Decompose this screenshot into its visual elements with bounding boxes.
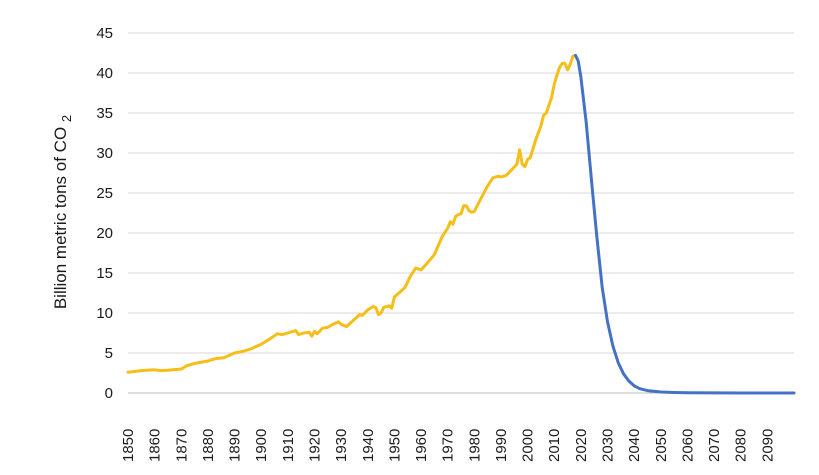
y-axis-title-subscript: 2 (59, 115, 74, 122)
x-tick-label: 1900 (253, 429, 270, 462)
y-tick-label: 25 (96, 185, 113, 202)
x-tick-label: 2000 (520, 429, 537, 462)
x-tick-label: 1880 (200, 429, 217, 462)
x-tick-label: 1870 (173, 429, 190, 462)
y-tick-label: 45 (96, 25, 113, 42)
y-tick-label: 5 (105, 345, 113, 362)
x-tick-label: 1940 (360, 429, 377, 462)
x-tick-label: 2020 (573, 429, 590, 462)
projected-emissions-line (574, 53, 796, 395)
x-tick-label: 2010 (546, 429, 563, 462)
y-axis-title-text: Billion metric tons of CO (51, 127, 70, 309)
series-lines (126, 53, 796, 395)
x-tick-label: 2060 (679, 429, 696, 462)
x-tick-label: 1860 (147, 429, 164, 462)
x-tick-label: 1970 (440, 429, 457, 462)
x-tick-label: 2080 (733, 429, 750, 462)
x-tick-label: 2070 (706, 429, 723, 462)
y-tick-label: 40 (96, 65, 113, 82)
x-tick-label: 1920 (306, 429, 323, 462)
y-tick-label: 35 (96, 105, 113, 122)
x-tick-label: 1960 (413, 429, 430, 462)
y-tick-label: 20 (96, 225, 113, 242)
x-tick-label: 1950 (386, 429, 403, 462)
y-tick-label: 30 (96, 145, 113, 162)
x-tick-label: 2030 (600, 429, 617, 462)
x-tick-label: 1890 (227, 429, 244, 462)
x-tick-label: 1850 (120, 429, 137, 462)
y-tick-label: 0 (105, 385, 113, 402)
historical-emissions-line (126, 53, 578, 374)
y-axis-tick-labels: 0 5 10 15 20 25 30 35 40 45 (96, 25, 113, 402)
x-tick-label: 2090 (759, 429, 776, 462)
x-axis-tick-labels: 1850 1860 1870 1880 1890 1900 1910 1920 1930 1940… (120, 429, 776, 462)
x-tick-label: 1980 (466, 429, 483, 462)
x-tick-label: 1930 (333, 429, 350, 462)
y-tick-label: 10 (96, 305, 113, 322)
x-tick-label: 2050 (653, 429, 670, 462)
y-tick-label: 15 (96, 265, 113, 282)
x-tick-label: 2040 (626, 429, 643, 462)
x-tick-label: 1990 (493, 429, 510, 462)
y-axis-title: Billion metric tons of CO 2 (51, 115, 74, 309)
x-tick-label: 1910 (280, 429, 297, 462)
